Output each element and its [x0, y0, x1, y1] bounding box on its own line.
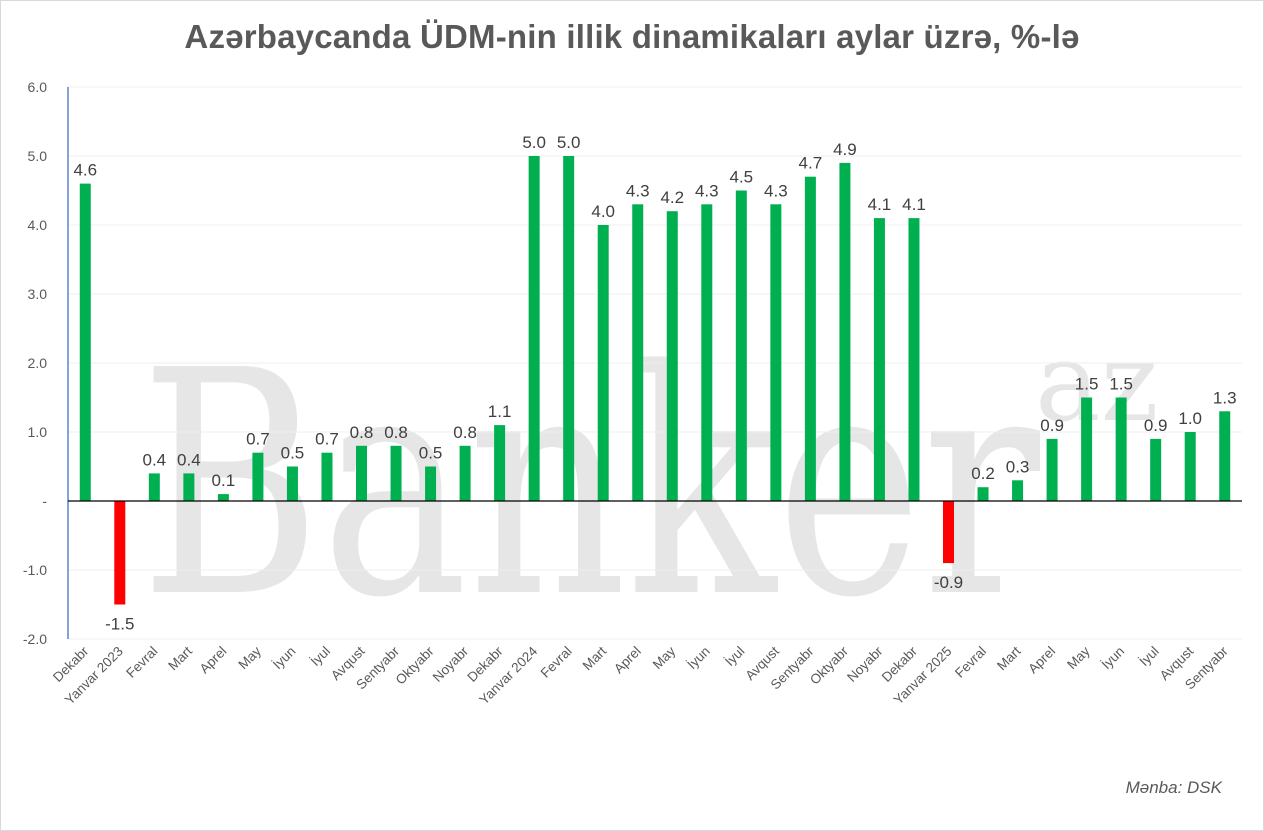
data-label: 1.1 — [488, 402, 512, 421]
y-tick-label: 5.0 — [28, 148, 48, 164]
data-label: 5.0 — [557, 133, 581, 152]
bar — [286, 466, 298, 501]
data-label: 4.3 — [695, 181, 719, 200]
data-label: 0.2 — [971, 464, 995, 483]
data-label: 1.0 — [1178, 409, 1202, 428]
y-tick-label: -1.0 — [23, 562, 47, 578]
data-label: 4.9 — [833, 140, 857, 159]
bar — [839, 162, 851, 501]
data-label: 0.8 — [384, 423, 408, 442]
bar — [873, 218, 885, 501]
data-label: 0.7 — [315, 430, 339, 449]
data-label: 0.4 — [143, 450, 167, 469]
bar — [217, 494, 229, 501]
data-label: 4.5 — [730, 168, 754, 187]
bar — [459, 445, 471, 501]
data-label: 4.1 — [868, 195, 892, 214]
gridlines — [68, 86, 1242, 640]
y-tick-label: 2.0 — [28, 355, 48, 371]
y-tick-label: 1.0 — [28, 424, 48, 440]
bar — [804, 176, 816, 501]
data-label: 4.6 — [73, 161, 97, 180]
data-label: 1.5 — [1109, 375, 1133, 394]
data-label: 5.0 — [522, 133, 546, 152]
bars — [79, 156, 1231, 605]
y-tick-label: 6.0 — [28, 79, 48, 95]
bar — [1115, 397, 1127, 501]
bar — [79, 183, 91, 501]
bar — [1219, 411, 1231, 501]
data-labels: 4.6 -1.5 0.4 0.4 0.1 0.7 0.5 0.7 0.8 0.8 0.5 0.8 1.1… — [73, 133, 1236, 634]
data-label: 0.5 — [281, 444, 305, 463]
bar — [597, 225, 609, 501]
data-label: 4.3 — [626, 181, 650, 200]
data-label: 0.5 — [419, 444, 443, 463]
bar — [528, 156, 540, 501]
chart-title: Azərbaycanda ÜDM-nin illik dinamikaları … — [184, 18, 1080, 55]
x-tick-label: İyun — [1099, 644, 1128, 673]
bar — [252, 452, 264, 501]
data-label: 4.1 — [902, 195, 926, 214]
bar — [1184, 432, 1196, 501]
data-label: 0.3 — [1006, 457, 1030, 476]
y-tick-label: 4.0 — [28, 217, 48, 233]
watermark-text: Banker — [140, 305, 1042, 666]
source-note: Mənba: DSK — [1125, 778, 1222, 797]
data-label: -0.9 — [934, 573, 963, 592]
bar — [1046, 438, 1058, 501]
data-label: 1.5 — [1075, 375, 1099, 394]
data-label: 0.9 — [1040, 416, 1064, 435]
data-label: 4.3 — [764, 181, 788, 200]
data-label: 0.9 — [1144, 416, 1168, 435]
bar — [770, 204, 782, 502]
bar — [1150, 438, 1162, 501]
bar — [425, 466, 437, 501]
data-label: 0.8 — [453, 423, 477, 442]
x-tick-label: May — [1064, 643, 1093, 672]
bar — [943, 501, 954, 564]
y-tick-label: 3.0 — [28, 286, 48, 302]
bar — [183, 473, 195, 501]
data-label: 0.8 — [350, 423, 374, 442]
y-tick-labels: -2.0-1.0-1.02.03.04.05.06.0 — [23, 79, 47, 647]
bar — [632, 204, 644, 502]
data-label: -1.5 — [105, 615, 134, 634]
bar — [390, 445, 402, 501]
bar — [1081, 397, 1093, 501]
axes — [67, 87, 1242, 639]
data-label: 0.4 — [177, 450, 201, 469]
data-label: 0.1 — [212, 471, 236, 490]
y-tick-label: -2.0 — [23, 631, 47, 647]
watermark-superscript: az — [1035, 318, 1159, 446]
bar — [977, 487, 989, 501]
x-tick-label: İyul — [1136, 644, 1161, 669]
bar — [1012, 480, 1024, 501]
bar — [114, 501, 126, 605]
bar — [321, 452, 333, 501]
data-label: 4.7 — [799, 154, 823, 173]
data-label: 0.7 — [246, 430, 270, 449]
bar — [735, 190, 747, 501]
data-label: 4.2 — [660, 188, 684, 207]
bar — [494, 425, 506, 501]
data-label: 1.3 — [1213, 388, 1237, 407]
y-tick-label: - — [42, 493, 47, 509]
bar — [701, 204, 713, 502]
bar — [356, 445, 367, 501]
bar — [563, 156, 575, 501]
bar — [148, 473, 160, 501]
bar — [666, 211, 678, 501]
bar — [908, 218, 920, 501]
data-label: 4.0 — [591, 202, 615, 221]
